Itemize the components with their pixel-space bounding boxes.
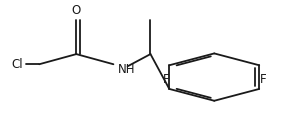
Text: O: O [72,4,81,17]
Text: F: F [162,73,169,86]
Text: NH: NH [118,63,135,76]
Text: F: F [260,73,266,86]
Text: Cl: Cl [11,58,23,71]
